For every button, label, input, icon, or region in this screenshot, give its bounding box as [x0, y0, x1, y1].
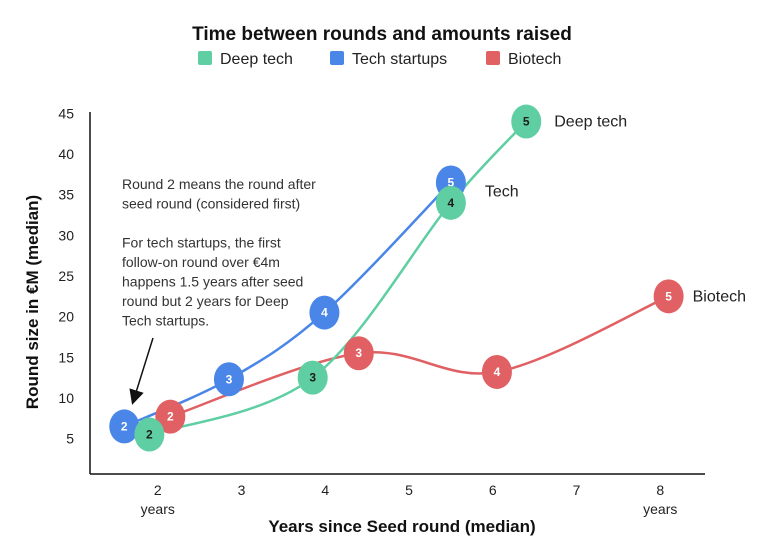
y-axis-title: Round size in €M (median): [23, 195, 42, 409]
x-tick-label: 8: [656, 482, 664, 498]
legend-swatch: [330, 51, 344, 65]
series-end-label: Tech: [485, 184, 519, 201]
data-point-label: 3: [226, 372, 233, 386]
y-tick-label: 35: [58, 187, 74, 203]
annotation-line: follow-on round over €4m: [122, 254, 280, 270]
end-labels: Biotech Tech Deep tech: [485, 114, 746, 306]
axes: [89, 112, 705, 475]
data-point-label: 5: [448, 176, 455, 190]
series-line-biotech: [169, 295, 670, 418]
y-tick-label: 5: [66, 431, 74, 447]
data-point: [511, 104, 542, 139]
annotation-line: happens 1.5 years after seed: [122, 274, 303, 290]
chart-title: Time between rounds and amounts raised: [192, 24, 572, 45]
data-point-label: 4: [321, 306, 328, 320]
y-tick-label: 30: [58, 227, 74, 243]
y-tick-label: 15: [58, 349, 74, 365]
legend-swatch: [486, 51, 500, 65]
annotation-note: Round 2 means the round after seed round …: [122, 176, 316, 329]
data-point: [343, 336, 374, 371]
x-tick-label: 2: [154, 482, 162, 498]
x-tick-label: 7: [573, 482, 581, 498]
data-point: [213, 362, 244, 397]
x-ticks: 2 years 3 4 5 6 7 8 years: [141, 482, 678, 517]
annotation-line: seed round (considered first): [122, 196, 300, 212]
series-points: 2 3 4 5 2 3 4 5 2 3 4 5: [109, 104, 684, 452]
legend-label: Biotech: [508, 51, 561, 68]
data-point-label: 5: [665, 289, 672, 303]
y-tick-label: 20: [58, 309, 74, 325]
legend-label: Deep tech: [220, 51, 293, 68]
data-point-label: 5: [523, 115, 530, 129]
x-tick-label: 4: [321, 482, 329, 498]
annotation-line: Tech startups.: [122, 313, 209, 329]
y-tick-label: 10: [58, 390, 74, 406]
data-point-label: 4: [448, 196, 455, 210]
y-ticks: 5 10 15 20 25 30 35 40 45: [58, 105, 74, 446]
data-point-label: 2: [167, 410, 174, 424]
y-tick-label: 45: [58, 105, 74, 121]
y-tick-label: 25: [58, 268, 74, 284]
data-point: [109, 409, 140, 444]
data-point: [481, 354, 512, 389]
legend: Deep tech Tech startups Biotech: [198, 51, 561, 68]
annotation-line: round but 2 years for Deep: [122, 293, 289, 309]
x-tick-label: 5: [405, 482, 413, 498]
x-tick-label: 6: [489, 482, 497, 498]
x-tick-label: 3: [238, 482, 246, 498]
legend-swatch: [198, 51, 212, 65]
annotation-arrow: [129, 337, 154, 405]
series-line-deep-tech: [148, 120, 528, 436]
data-point-label: 2: [121, 419, 128, 433]
data-point-label: 2: [146, 428, 153, 442]
x-axis-title: Years since Seed round (median): [268, 517, 535, 536]
data-point: [435, 185, 466, 220]
legend-label: Tech startups: [352, 51, 447, 68]
y-tick-label: 40: [58, 146, 74, 162]
series-end-label: Deep tech: [554, 114, 627, 131]
annotation-line: Round 2 means the round after: [122, 176, 316, 192]
x-tick-unit: years: [643, 501, 677, 517]
annotation-line: For tech startups, the first: [122, 235, 281, 251]
data-point-label: 4: [494, 365, 501, 379]
x-tick-unit: years: [141, 501, 175, 517]
data-point: [134, 417, 165, 452]
data-point-label: 3: [309, 371, 316, 385]
data-point: [309, 295, 340, 330]
data-point: [297, 360, 328, 395]
series-end-label: Biotech: [693, 288, 746, 305]
data-point: [155, 399, 186, 434]
data-point: [653, 279, 684, 314]
data-point-label: 3: [355, 346, 362, 360]
